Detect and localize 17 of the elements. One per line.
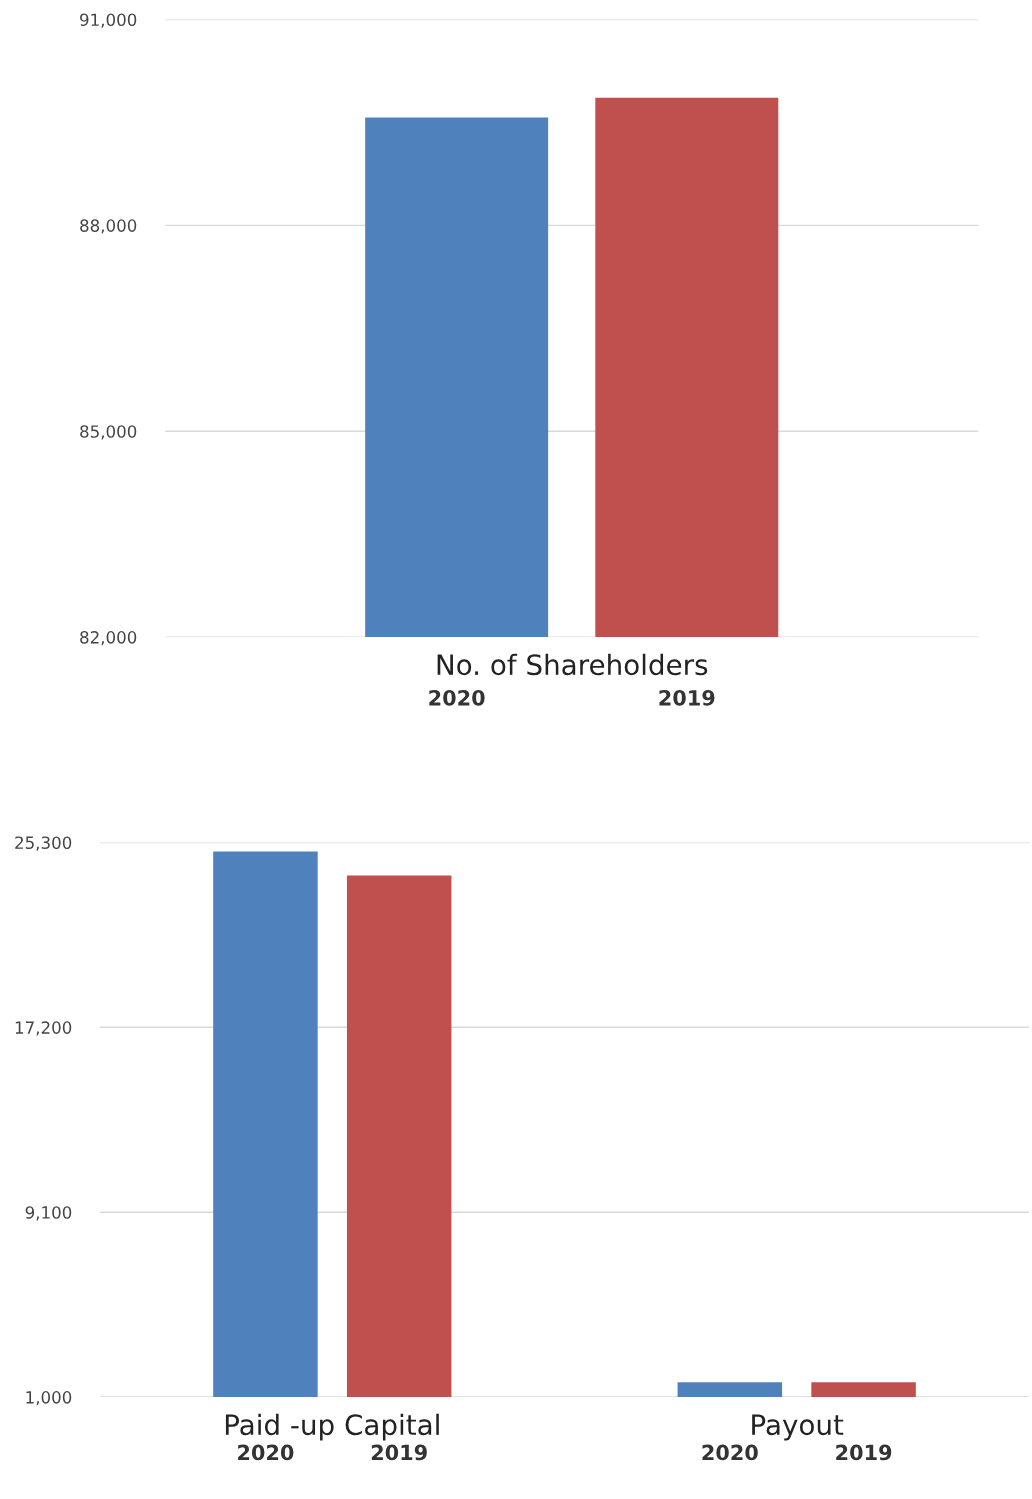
y-tick-label: 91,000 <box>80 13 137 28</box>
text: 2020 <box>702 1444 758 1461</box>
text: 2019 <box>836 1444 892 1461</box>
text: 2019 <box>371 1444 427 1461</box>
y-tick-label: 82,000 <box>80 631 137 646</box>
y-tick-label: 9,100 <box>25 1206 72 1221</box>
x-tick-label: Payout <box>752 1414 844 1441</box>
y-tick-label: 88,000 <box>80 219 137 234</box>
y-tick-label: 17,200 <box>15 1021 72 1036</box>
x-tick-label: Paid -up Capital <box>225 1413 439 1441</box>
y-tick-label: 1,000 <box>26 1391 72 1406</box>
text: 2020 <box>238 1444 294 1461</box>
y-tick-label: 85,000 <box>80 425 137 440</box>
y-tick-label: 25,300 <box>15 836 72 851</box>
x-tick-label: No. of Shareholders <box>437 653 708 676</box>
text: 2019 <box>659 689 715 706</box>
text: 2020 <box>429 689 485 706</box>
